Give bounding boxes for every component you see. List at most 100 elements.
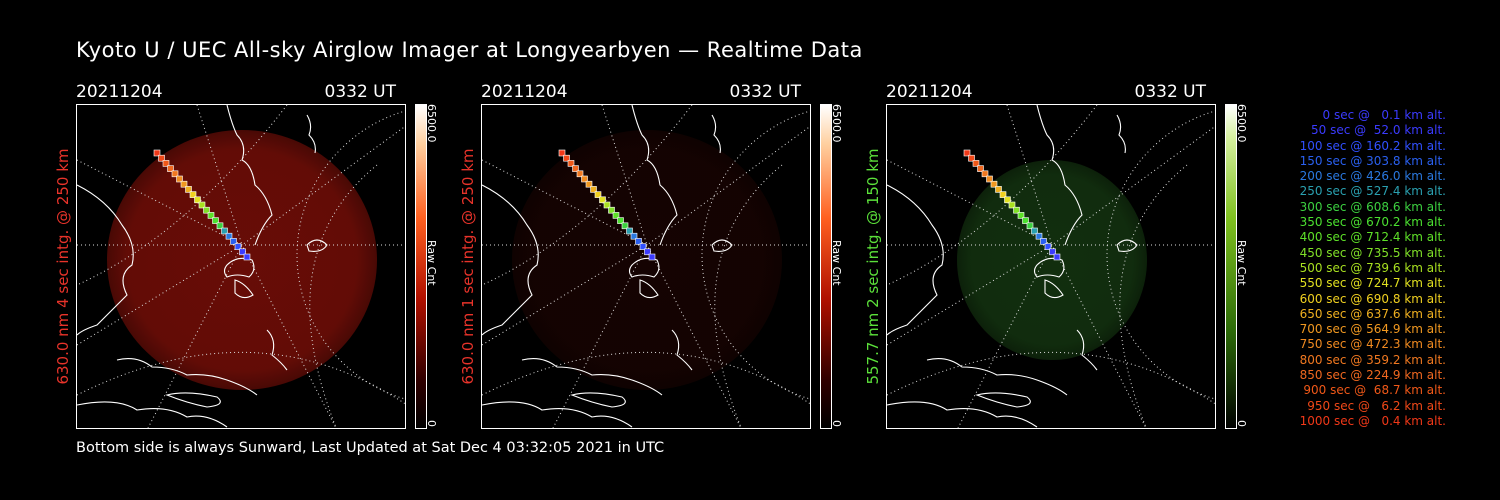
panel-wavelength-label: 557.7 nm 2 sec intg. @ 150 km [864, 148, 882, 385]
trajectory-point [608, 206, 615, 214]
trajectory-track [963, 149, 1061, 261]
legend-entry: 800 sec @ 359.2 km alt. [1295, 352, 1446, 367]
map-graticule [482, 105, 810, 428]
trajectory-track [558, 149, 656, 261]
trajectory-point [1026, 222, 1034, 230]
map-graticule [887, 105, 1215, 428]
colorbar-min: 0 [425, 420, 438, 427]
legend-entry: 150 sec @ 303.8 km alt. [1295, 153, 1446, 168]
trajectory-point [185, 186, 192, 193]
colorbar-min: 0 [830, 420, 843, 427]
trajectory-point [635, 238, 642, 245]
trajectory-point [1053, 253, 1061, 261]
trajectory-point [599, 196, 606, 204]
legend-entry: 750 sec @ 472.3 km alt. [1295, 337, 1446, 352]
trajectory-point [590, 186, 597, 193]
trajectory-point [626, 227, 633, 235]
trajectory-point [167, 165, 174, 172]
trajectory-point [968, 154, 975, 162]
colorbar [820, 104, 832, 429]
sky-image-disk [512, 130, 782, 390]
panel-date: 20211204 [76, 82, 163, 102]
legend-entry: 700 sec @ 564.9 km alt. [1295, 322, 1446, 337]
colorbar [1225, 104, 1237, 429]
trajectory-point [243, 253, 251, 261]
legend-entry: 50 sec @ 52.0 km alt. [1303, 123, 1446, 138]
colorbar-max: 6500.0 [830, 104, 843, 143]
trajectory-point [230, 238, 237, 245]
panel-wavelength-label: 630.0 nm 4 sec intg. @ 250 km [54, 148, 72, 385]
footer-status: Bottom side is always Sunward, Last Upda… [76, 440, 665, 456]
trajectory-point [221, 227, 228, 235]
trajectory-point [194, 196, 201, 204]
trajectory-point [563, 154, 570, 162]
trajectory-point [576, 170, 584, 178]
coastline [77, 105, 328, 428]
trajectory-point [648, 253, 656, 261]
trajectory-point [558, 149, 566, 157]
trajectory-point [644, 248, 651, 256]
trajectory-point [1004, 196, 1011, 204]
trajectory-point [567, 160, 575, 167]
panel-date: 20211204 [886, 82, 973, 102]
trajectory-point [612, 212, 620, 219]
trajectory-point [981, 170, 989, 178]
legend-entry: 400 sec @ 712.4 km alt. [1295, 230, 1446, 245]
trajectory-point [153, 149, 161, 157]
trajectory-point [594, 191, 602, 198]
panel-wavelength-label: 630.0 nm 1 sec intg. @ 250 km [459, 148, 477, 385]
trajectory-point [585, 180, 593, 188]
airglow-image-panel [76, 104, 406, 429]
trajectory-point [176, 175, 183, 183]
legend-entry: 300 sec @ 608.6 km alt. [1295, 199, 1446, 214]
sky-image-disk [957, 160, 1147, 360]
trajectory-point [621, 222, 629, 230]
trajectory-point [581, 175, 588, 183]
trajectory-point [158, 154, 165, 162]
coastline [887, 105, 1138, 428]
panel-time: 0332 UT [729, 82, 802, 102]
trajectory-point [239, 248, 246, 256]
trajectory-point [1008, 201, 1016, 209]
legend-entry: 350 sec @ 670.2 km alt. [1295, 215, 1446, 230]
trajectory-point [1013, 206, 1020, 214]
trajectory-point [1040, 238, 1047, 245]
trajectory-point [639, 243, 647, 250]
colorbar-unit: Raw Cnt [425, 240, 438, 286]
legend-entry: 600 sec @ 690.8 km alt. [1295, 291, 1446, 306]
legend-entry: 950 sec @ 6.2 km alt. [1303, 398, 1446, 413]
trajectory-point [225, 232, 233, 240]
colorbar [415, 104, 427, 429]
trajectory-point [603, 201, 611, 209]
page-title: Kyoto U / UEC All-sky Airglow Imager at … [76, 38, 863, 62]
legend-entry: 650 sec @ 637.6 km alt. [1295, 306, 1446, 321]
legend-entry: 900 sec @ 68.7 km alt. [1299, 383, 1446, 398]
coastline [482, 105, 733, 428]
legend-entry: 450 sec @ 735.5 km alt. [1295, 245, 1446, 260]
sky-image-disk [107, 130, 377, 390]
trajectory-point [1022, 217, 1029, 224]
trajectory-point [162, 160, 170, 167]
trajectory-point [963, 149, 971, 157]
legend-entry: 500 sec @ 739.6 km alt. [1295, 260, 1446, 275]
colorbar-min: 0 [1235, 420, 1248, 427]
colorbar-max: 6500.0 [1235, 104, 1248, 143]
map-graticule [77, 105, 405, 428]
trajectory-point [180, 180, 188, 188]
trajectory-track [153, 149, 251, 261]
trajectory-point [972, 160, 980, 167]
legend-entry: 850 sec @ 224.9 km alt. [1295, 368, 1446, 383]
trajectory-point [234, 243, 242, 250]
trajectory-point [1044, 243, 1052, 250]
colorbar-unit: Raw Cnt [830, 240, 843, 286]
trajectory-point [990, 180, 998, 188]
trajectory-point [1017, 212, 1025, 219]
trajectory-point [572, 165, 579, 172]
trajectory-point [995, 186, 1002, 193]
legend-entry: 0 sec @ 0.1 km alt. [1311, 108, 1446, 122]
trajectory-point [203, 206, 210, 214]
colorbar-unit: Raw Cnt [1235, 240, 1248, 286]
trajectory-point [207, 212, 215, 219]
trajectory-point [617, 217, 624, 224]
trajectory-point [1031, 227, 1038, 235]
